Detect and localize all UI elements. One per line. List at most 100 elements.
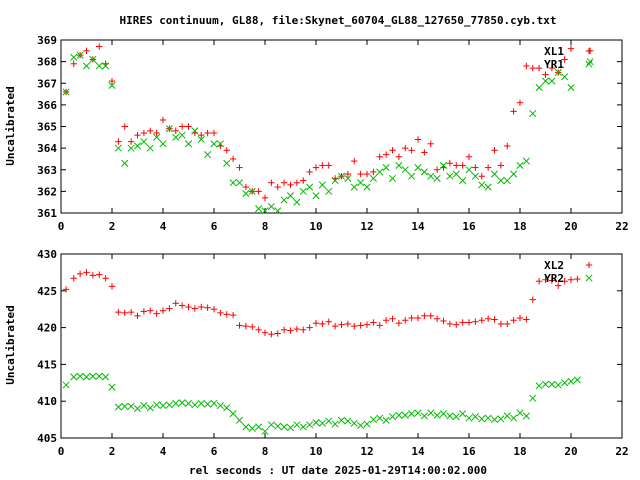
top-legend-label-yr1: YR1 [544,58,564,71]
bottom-xl2-point [453,321,460,328]
top-xl1-point [567,45,575,52]
top-xl1-point [108,77,116,85]
bottom-xl2-point [319,320,326,328]
bottom-series-xl2 [62,269,581,338]
top-xl1-point [421,149,428,156]
bottom-yr2-point [459,410,467,418]
top-yr1-point [267,202,275,211]
bottom-y-tick-label: 430 [37,248,57,261]
top-yr1-point [318,181,326,189]
bottom-xl2-point [472,318,479,325]
bottom-yr2-point [490,416,499,424]
top-xl1-point [382,151,390,158]
bottom-yr2-point [248,424,256,432]
bottom-xl2-point [395,319,403,327]
bottom-xl2-point [548,277,556,284]
bottom-xl2-point [204,304,211,311]
bottom-yr2-point [369,416,377,424]
bottom-yr2-point [127,402,135,410]
bottom-yr2-point [184,399,193,407]
top-xl1-point [210,129,218,137]
bottom-y-tick-label: 405 [37,432,57,445]
top-yr1-point [357,179,365,187]
bottom-yr2-point [178,399,186,407]
top-yr1-point [274,207,282,215]
top-xl1-point [370,168,377,176]
top-yr1-point [293,198,301,206]
bottom-xl2-point [210,306,218,313]
top-xl1-point [280,179,288,186]
top-yr1-point [510,170,518,178]
bottom-xl2-point [102,275,109,282]
bottom-xl2-point [178,302,186,309]
top-yr1-point [586,58,594,66]
bottom-xl2-point [159,307,167,314]
bottom-yr2-point [497,415,505,423]
top-xl1-point [478,173,485,180]
bottom-xl2-point [344,320,352,328]
top-xl1-point [504,142,511,150]
top-yr1-point [312,192,320,200]
bottom-yr2-point [62,381,70,389]
top-x-tick-label: 8 [262,220,269,233]
top-xl1-point [408,147,415,154]
top-xl1-point [363,170,371,178]
top-panel: 0 2 4 6 8 10 12 14 16 18 20 22 361 362 363 364 365 366 367… [37,34,629,233]
bottom-x-tick-label: 14 [411,445,425,458]
bottom-yr2-point [388,413,397,421]
bottom-xl2-point [529,296,536,303]
top-xl1-point [523,62,530,70]
top-xl1-point [127,138,135,145]
top-x-tick-label: 12 [360,220,373,233]
bottom-xl2-point [280,326,288,334]
bottom-yr2-point [433,411,441,419]
top-yr1-point [535,84,543,92]
bottom-yr2-point [548,380,556,388]
bottom-xl2-point [147,307,154,314]
bottom-xl2-point [121,309,128,317]
bottom-xl2-point [523,316,530,323]
top-yr1-point [191,127,199,135]
top-xl1-point [325,162,332,169]
top-legend-marker-xl1 [585,47,593,55]
top-yr1-point [325,187,333,195]
top-yr1-point [82,62,91,70]
top-yr1-point [331,177,339,185]
bottom-yr2-point [471,413,479,421]
top-yr1-point [89,55,97,64]
top-yr1-point [62,88,70,96]
top-yr1-point [350,183,358,191]
bottom-yr2-point [235,416,244,424]
bottom-xl2-point [108,283,116,290]
bottom-yr2-point [312,418,320,427]
bottom-xl2-point [504,320,511,328]
bottom-xl2-point [83,269,90,276]
top-xl1-point [446,160,454,167]
bottom-xl2-point [255,326,262,334]
top-yr1-point [286,192,295,200]
bottom-yr2-point [478,415,486,423]
top-x-tick-label: 20 [564,220,577,233]
bottom-x-tick-label: 6 [211,445,218,458]
bottom-xl2-point [185,303,192,311]
bottom-xl2-point [542,276,549,283]
top-xl1-point [274,183,281,191]
bottom-xl2-point [338,321,345,328]
top-xl1-point [357,170,364,178]
top-yr1-point [561,73,569,81]
bottom-yr2-point [216,402,224,410]
bottom-yr2-point [172,399,180,407]
bottom-xl2-point [268,331,275,338]
top-xl1-point [172,127,179,135]
chart-title: HIRES continuum, GL88, file:Skynet_60704… [119,14,556,27]
top-yr1-point [344,174,352,182]
bottom-xl2-point [535,278,543,285]
top-xl1-point [268,179,275,186]
top-yr1-point [395,161,403,169]
bottom-yr2-point [337,416,346,424]
top-xl1-point [542,71,549,78]
top-y-tick-label: 366 [37,99,57,112]
top-xl1-point [389,147,396,154]
bottom-yr2-point [89,372,97,380]
